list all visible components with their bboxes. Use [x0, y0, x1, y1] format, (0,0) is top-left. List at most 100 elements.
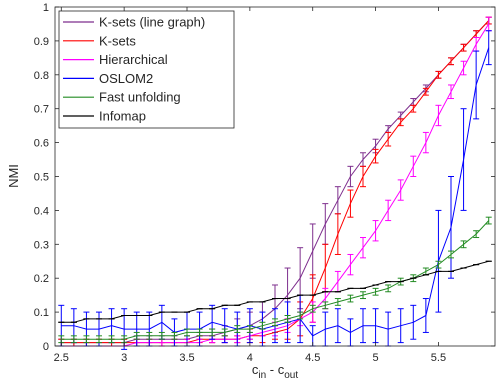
error-bar: [221, 328, 228, 337]
x-label-c: c: [252, 362, 259, 377]
error-bar: [209, 328, 216, 337]
y-tick-label: 0: [43, 341, 49, 353]
legend-label: K-sets: [99, 33, 136, 48]
y-tick-label: 0.7: [34, 104, 49, 116]
error-bar: [347, 165, 354, 188]
x-tick-label: 5.5: [431, 352, 446, 364]
error-bar: [397, 179, 404, 201]
error-bar: [196, 328, 203, 337]
error-bar: [448, 250, 454, 259]
error-bar: [334, 308, 341, 344]
x-tick-label: 5: [373, 352, 379, 364]
error-bar: [158, 331, 165, 340]
legend-label: K-sets (line graph): [99, 15, 205, 30]
error-bar: [347, 253, 354, 276]
x-tick-label: 3: [121, 352, 127, 364]
x-tick-label: 4: [247, 352, 253, 364]
legend-item-hierarchical: Hierarchical: [63, 52, 168, 67]
error-bar: [133, 331, 140, 340]
y-tick-label: 0.3: [34, 239, 49, 251]
error-bar: [70, 335, 77, 344]
error-bar: [410, 155, 417, 177]
error-bar: [171, 331, 178, 340]
error-bar: [297, 311, 304, 320]
y-tick-label: 0.8: [34, 70, 49, 82]
x-label-sub-out: out: [284, 370, 298, 381]
y-tick-label: 0.9: [34, 36, 49, 48]
legend-item-oslom2: OSLOM2: [63, 71, 153, 86]
error-bar: [284, 314, 291, 323]
error-bar: [385, 199, 392, 222]
series-infomap: [58, 260, 492, 323]
legend-box: [58, 10, 235, 129]
error-bar: [347, 294, 354, 303]
error-bar: [246, 325, 253, 333]
error-bar: [272, 318, 278, 327]
y-tick-label: 0.5: [34, 172, 49, 184]
error-bar: [360, 308, 366, 344]
error-bar: [397, 118, 404, 127]
error-bar: [259, 321, 266, 330]
legend-item-infomap: Infomap: [63, 109, 146, 124]
legend-label: Fast unfolding: [99, 90, 181, 105]
error-bar: [422, 298, 429, 333]
x-label-sub-in: in: [258, 370, 266, 381]
error-bar: [435, 70, 442, 79]
series-layer: [58, 16, 492, 350]
error-bar: [360, 165, 366, 188]
error-bar: [347, 189, 354, 218]
y-tick-label: 0.1: [34, 307, 49, 319]
error-bar: [96, 335, 102, 344]
error-bar: [385, 131, 392, 147]
error-bar: [448, 176, 454, 279]
error-bar: [334, 298, 341, 306]
legend-label: OSLOM2: [99, 71, 153, 86]
x-label-mid: - c: [266, 362, 285, 377]
error-bar: [234, 325, 241, 333]
legend-entries: K-sets (line graph) K-sets Hierarchical OSL…: [63, 15, 205, 124]
error-bar: [422, 131, 429, 154]
y-axis-label: NMI: [6, 164, 21, 188]
legend-item-fast-unfolding: Fast unfolding: [63, 90, 181, 105]
y-tick-label: 1: [43, 2, 49, 14]
error-bar: [460, 108, 467, 211]
error-bar: [221, 308, 228, 344]
error-bar: [372, 287, 379, 296]
error-bar: [410, 304, 417, 340]
error-bar: [448, 57, 454, 66]
error-bar: [146, 331, 153, 340]
legend-item-k-sets: K-sets: [63, 33, 136, 48]
error-bar: [460, 43, 467, 52]
error-bar: [360, 237, 366, 259]
x-tick-label: 4.5: [305, 352, 320, 364]
error-bar: [108, 335, 115, 344]
error-bar: [422, 87, 429, 96]
y-tick-label: 0.4: [34, 205, 49, 217]
error-bar: [435, 260, 442, 269]
error-bar: [309, 304, 316, 313]
error-bar: [397, 308, 404, 344]
error-bar: [410, 104, 417, 113]
x-tick-label: 2.5: [54, 352, 69, 364]
legend-label: Hierarchical: [99, 52, 168, 67]
error-bar: [473, 230, 480, 239]
y-tick-label: 0.6: [34, 138, 49, 150]
legend-item-k-sets-line-graph: K-sets (line graph): [63, 15, 205, 30]
error-bar: [485, 30, 492, 66]
error-bar: [83, 335, 90, 344]
error-bar: [385, 284, 392, 293]
series-fast-unfolding: [58, 216, 492, 344]
error-bar: [473, 50, 480, 120]
x-tick-label: 3.5: [179, 352, 194, 364]
error-bar: [460, 60, 467, 76]
error-bar: [485, 216, 492, 225]
error-bar: [372, 148, 379, 164]
error-bar: [372, 220, 379, 242]
error-bar: [334, 213, 341, 255]
error-bar: [322, 301, 329, 310]
legend-label: Infomap: [99, 109, 146, 124]
error-bar: [435, 104, 442, 127]
axis-ticks: 2.5 3 3.5 4 4.5 5 5.5 0 0.1 0.2 0.3 0.4 0.5 0.6 0.7 0.8…: [34, 2, 495, 364]
error-bar: [448, 84, 454, 100]
